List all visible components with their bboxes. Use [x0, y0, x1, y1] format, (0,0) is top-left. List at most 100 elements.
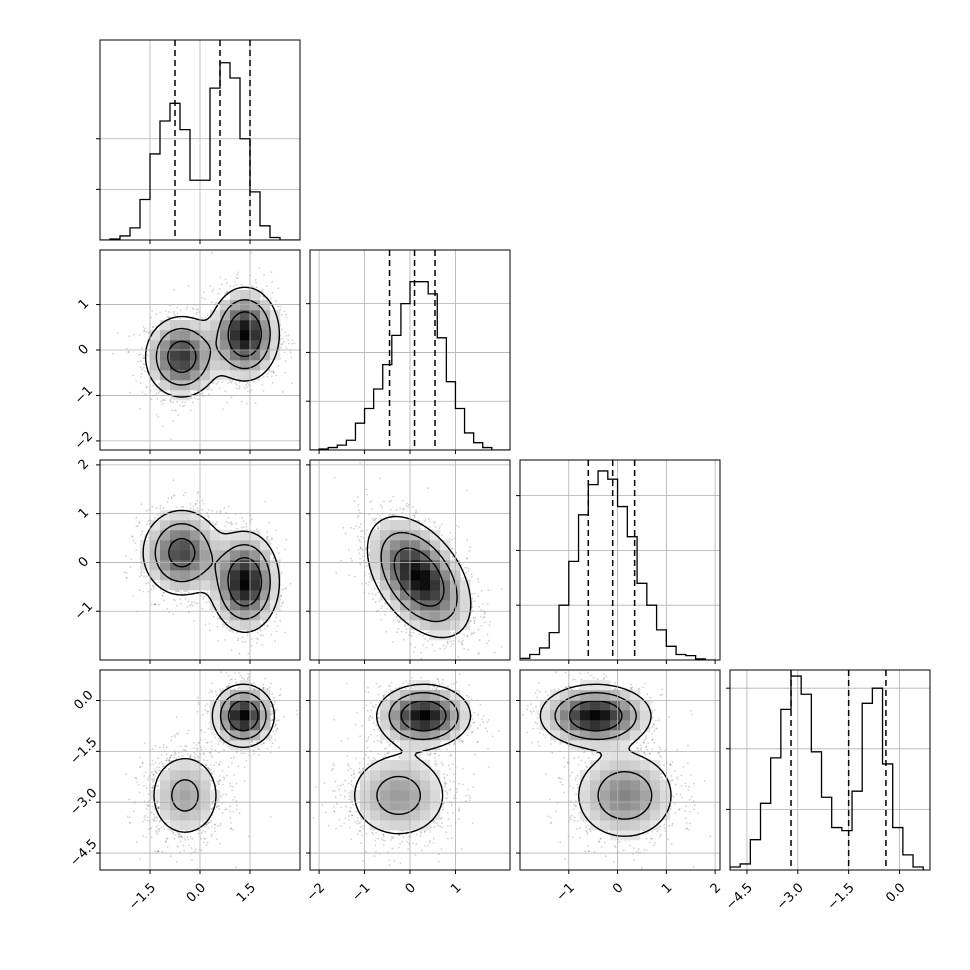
sample-point	[201, 607, 204, 610]
density-cell	[210, 340, 221, 351]
sample-point	[155, 393, 158, 395]
sample-point	[211, 510, 213, 512]
density-cell	[180, 340, 191, 351]
sample-point	[206, 591, 209, 594]
sample-point	[210, 301, 213, 304]
sample-point	[157, 415, 160, 418]
sample-point	[235, 384, 238, 386]
sample-point	[132, 539, 135, 542]
sample-point	[151, 505, 154, 508]
density-cell	[240, 360, 251, 371]
sample-point	[288, 334, 290, 336]
sample-point	[263, 274, 265, 276]
sample-point	[157, 514, 160, 517]
sample-point	[147, 582, 149, 584]
histogram-step	[100, 62, 300, 240]
sample-point	[135, 549, 138, 551]
sample-point	[163, 399, 165, 401]
sample-point	[254, 402, 257, 404]
sample-point	[155, 413, 158, 416]
sample-point	[195, 313, 197, 315]
sample-point	[154, 603, 156, 605]
sample-point	[198, 311, 200, 313]
density-cell	[240, 290, 251, 301]
sample-point	[234, 382, 237, 385]
sample-point	[227, 517, 230, 519]
sample-point	[258, 267, 261, 269]
sample-point	[228, 629, 230, 632]
sample-point	[174, 314, 176, 317]
sample-point	[222, 626, 224, 628]
sample-point	[175, 604, 178, 607]
sample-point	[242, 640, 244, 643]
sample-point	[246, 382, 249, 385]
sample-point	[217, 292, 220, 295]
sample-point	[224, 278, 227, 281]
sample-point	[159, 507, 162, 510]
sample-point	[126, 576, 128, 579]
sample-point	[196, 507, 199, 510]
sample-point	[168, 611, 171, 614]
sample-point	[272, 558, 275, 560]
sample-point	[141, 347, 143, 349]
density-cell	[230, 320, 241, 331]
sample-point	[128, 335, 131, 337]
sample-point	[241, 516, 243, 519]
sample-point	[145, 386, 148, 388]
sample-point	[225, 621, 228, 624]
sample-point	[223, 507, 226, 509]
density-cell	[250, 320, 261, 331]
sample-point	[250, 251, 253, 254]
sample-point	[238, 385, 241, 388]
sample-point	[236, 639, 239, 642]
density-cell	[190, 340, 201, 351]
sample-point	[163, 599, 166, 602]
sample-point	[257, 638, 259, 641]
sample-point	[227, 382, 230, 384]
density-cell	[210, 370, 221, 381]
sample-point	[219, 509, 222, 512]
sample-point	[287, 339, 289, 341]
sample-point	[163, 591, 165, 594]
sample-point	[172, 312, 175, 315]
sample-point	[140, 376, 142, 378]
sample-point	[176, 400, 179, 403]
density-cell	[210, 310, 221, 321]
sample-point	[255, 637, 258, 640]
contour-line	[167, 311, 262, 373]
density-cell	[190, 380, 201, 391]
density-cell	[190, 330, 201, 341]
sample-point	[161, 595, 164, 597]
sample-point	[147, 331, 150, 334]
sample-point	[152, 384, 154, 387]
density-layer	[111, 251, 300, 440]
sample-point	[151, 603, 153, 606]
density-cell	[180, 370, 191, 381]
sample-point	[271, 381, 274, 384]
density-cell	[260, 310, 271, 321]
sample-point	[260, 634, 262, 636]
sample-point	[155, 313, 158, 316]
sample-point	[130, 558, 133, 561]
sample-point	[132, 374, 135, 377]
sample-point	[251, 285, 254, 287]
sample-point	[285, 538, 288, 541]
sample-point	[152, 326, 155, 328]
sample-point	[238, 381, 241, 384]
sample-point	[261, 291, 264, 294]
sample-point	[230, 396, 233, 399]
sample-point	[170, 438, 173, 440]
sample-point	[139, 360, 142, 362]
sample-point	[284, 360, 287, 363]
sample-point	[146, 523, 149, 526]
sample-point	[183, 404, 186, 407]
density-cell	[210, 350, 221, 361]
sample-point	[191, 601, 193, 604]
sample-point	[177, 590, 180, 593]
density-cell	[200, 330, 211, 341]
sample-point	[196, 312, 198, 314]
density-cell	[190, 360, 201, 371]
density-cell	[200, 360, 211, 371]
sample-point	[175, 590, 177, 593]
